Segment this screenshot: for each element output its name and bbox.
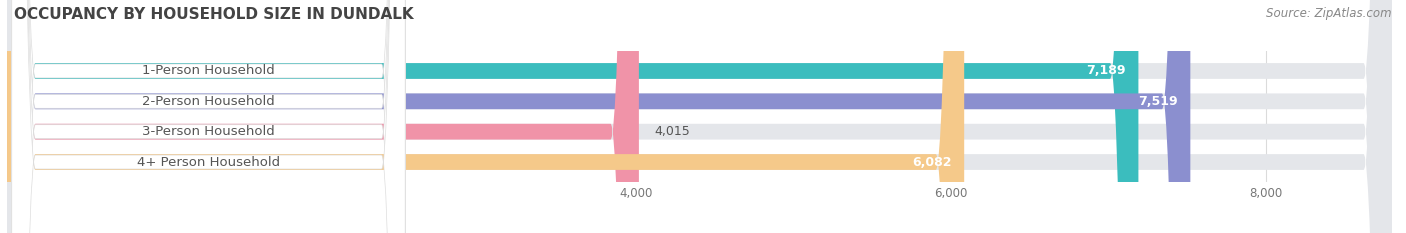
Text: OCCUPANCY BY HOUSEHOLD SIZE IN DUNDALK: OCCUPANCY BY HOUSEHOLD SIZE IN DUNDALK	[14, 7, 413, 22]
FancyBboxPatch shape	[7, 0, 638, 233]
Text: 3-Person Household: 3-Person Household	[142, 125, 274, 138]
FancyBboxPatch shape	[11, 0, 405, 233]
FancyBboxPatch shape	[11, 0, 405, 233]
Text: Source: ZipAtlas.com: Source: ZipAtlas.com	[1267, 7, 1392, 20]
FancyBboxPatch shape	[7, 0, 1191, 233]
Text: 4,015: 4,015	[655, 125, 690, 138]
FancyBboxPatch shape	[11, 0, 405, 233]
FancyBboxPatch shape	[7, 0, 1392, 233]
Text: 1-Person Household: 1-Person Household	[142, 65, 274, 78]
Text: 7,519: 7,519	[1137, 95, 1178, 108]
FancyBboxPatch shape	[7, 0, 1139, 233]
FancyBboxPatch shape	[7, 0, 1392, 233]
Text: 6,082: 6,082	[912, 155, 952, 168]
FancyBboxPatch shape	[7, 0, 965, 233]
FancyBboxPatch shape	[7, 0, 1392, 233]
Text: 7,189: 7,189	[1087, 65, 1126, 78]
FancyBboxPatch shape	[11, 0, 405, 233]
Text: 2-Person Household: 2-Person Household	[142, 95, 274, 108]
Text: 4+ Person Household: 4+ Person Household	[136, 155, 280, 168]
FancyBboxPatch shape	[7, 0, 1392, 233]
